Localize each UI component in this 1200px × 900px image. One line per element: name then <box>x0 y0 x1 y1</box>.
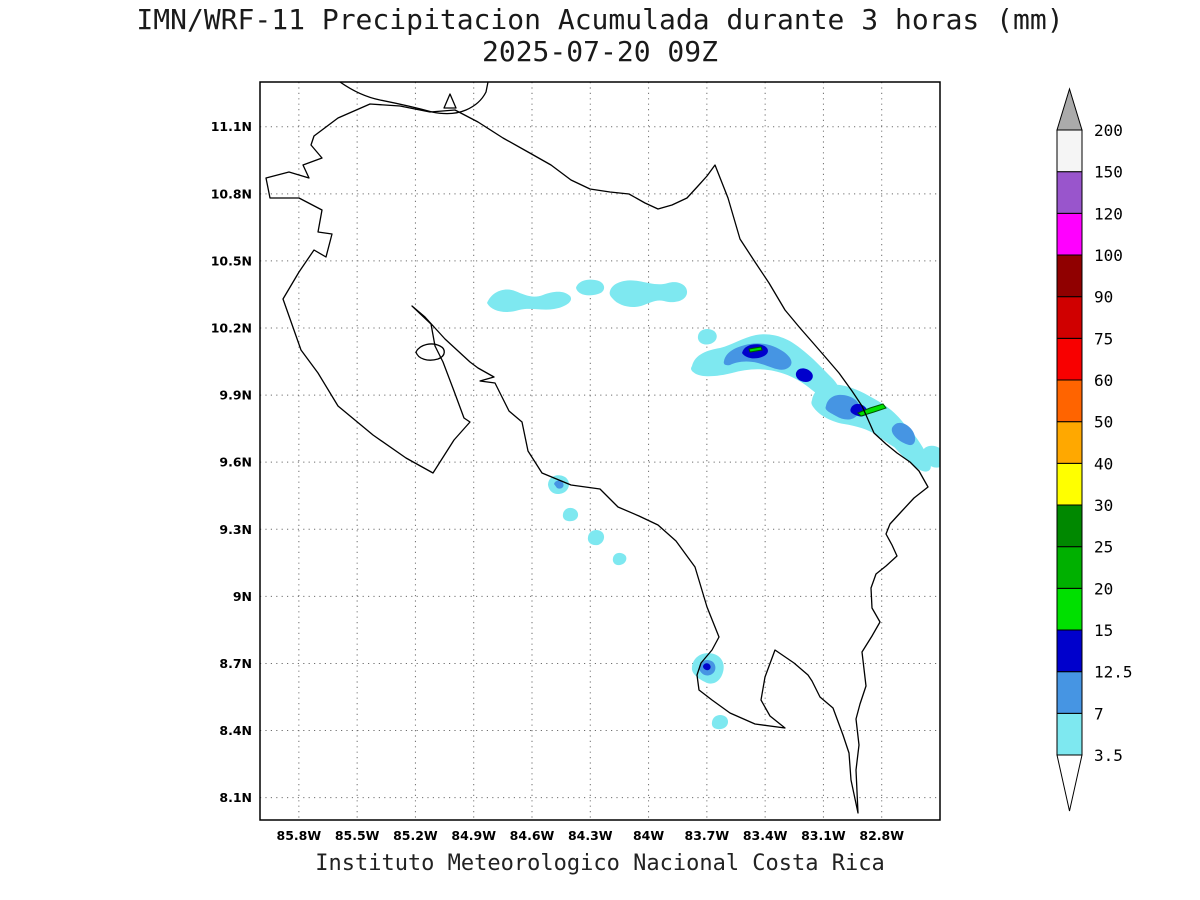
chart-title: IMN/WRF-11 Precipitacion Acumulada duran… <box>136 3 1064 36</box>
precip-cell <box>922 445 940 468</box>
colorbar-segment <box>1056 587 1083 631</box>
coastline-layer <box>265 82 929 814</box>
precip-cell <box>691 334 841 403</box>
precip-cell <box>609 280 688 308</box>
colorbar-label: 30 <box>1094 496 1113 515</box>
y-tick-label: 11.1N <box>211 119 252 134</box>
costa-rica-coastline <box>265 103 929 814</box>
colorbar-under-arrow <box>1056 754 1083 812</box>
colorbar-segment <box>1056 379 1083 423</box>
plot-frame <box>259 81 941 821</box>
lake-island <box>443 93 457 109</box>
colorbar-label: 75 <box>1094 329 1113 348</box>
colorbar-segment <box>1056 712 1083 756</box>
x-tick-label: 85.2W <box>393 828 438 843</box>
footer-caption: Instituto Meteorologico Nacional Costa R… <box>315 851 885 876</box>
colorbar-segment <box>1056 296 1083 339</box>
precip-cell <box>703 663 711 671</box>
precip-cell <box>554 480 564 489</box>
precip-cell <box>612 552 627 566</box>
x-tick-label: 83.7W <box>685 828 730 843</box>
lake-nicaragua-shore <box>339 82 489 115</box>
chart-valid-time: 2025-07-20 09Z <box>481 35 718 68</box>
x-tick-label: 84.3W <box>568 828 613 843</box>
x-tick-label: 83.4W <box>743 828 788 843</box>
y-tick-label: 10.8N <box>211 186 252 201</box>
y-tick-label: 8.1N <box>219 790 252 805</box>
precip-cell <box>487 289 572 312</box>
x-tick-label: 84.6W <box>510 828 555 843</box>
precip-cell <box>697 328 717 345</box>
colorbar-label: 40 <box>1094 454 1113 473</box>
x-tick-label: 82.8W <box>859 828 904 843</box>
y-tick-label: 10.2N <box>211 321 252 336</box>
colorbar-segment <box>1056 212 1083 256</box>
colorbar-segment <box>1056 671 1083 714</box>
colorbar-over-arrow <box>1056 87 1083 131</box>
colorbar-label: 200 <box>1094 121 1123 140</box>
x-tick-label: 83.1W <box>801 828 846 843</box>
colorbar-segment <box>1056 629 1083 673</box>
colorbar-label: 60 <box>1094 371 1113 390</box>
grid-layer <box>260 82 940 820</box>
colorbar-label: 90 <box>1094 288 1113 307</box>
precip-cell <box>711 714 729 730</box>
colorbar-segment <box>1056 546 1083 589</box>
colorbar-segment <box>1056 504 1083 548</box>
colorbar-label: 12.5 <box>1094 663 1133 682</box>
colorbar-label: 100 <box>1094 246 1123 265</box>
y-tick-label: 9N <box>233 589 252 604</box>
x-tick-label: 84.9W <box>451 828 496 843</box>
colorbar-segment <box>1056 129 1083 173</box>
precip-cell <box>587 529 605 546</box>
colorbar-segment <box>1056 171 1083 214</box>
precip-cell <box>748 346 763 353</box>
y-tick-label: 9.9N <box>219 388 252 403</box>
colorbar: 3.5 7 12.5 15 20 25 30 40 50 60 75 90 100 120 150 200 <box>1056 87 1133 812</box>
isla-chira <box>415 343 445 361</box>
colorbar-label: 7 <box>1094 704 1104 723</box>
precip-cell <box>891 422 916 446</box>
colorbar-label: 15 <box>1094 621 1113 640</box>
x-tick-label: 85.5W <box>335 828 380 843</box>
axis-labels: 85.8W 85.5W 85.2W 84.9W 84.6W 84.3W 84W 83.7W 83… <box>211 119 905 843</box>
x-tick-label: 85.8W <box>277 828 322 843</box>
precip-cell <box>576 279 605 296</box>
colorbar-segment <box>1056 337 1083 381</box>
precip-layer <box>487 279 940 730</box>
colorbar-segment <box>1056 254 1083 298</box>
precip-cell <box>825 394 860 420</box>
precip-cell <box>562 507 579 522</box>
colorbar-label: 120 <box>1094 204 1123 223</box>
y-tick-label: 9.6N <box>219 455 252 470</box>
y-tick-label: 8.7N <box>219 656 252 671</box>
colorbar-label: 20 <box>1094 579 1113 598</box>
y-tick-label: 8.4N <box>219 723 252 738</box>
colorbar-segment <box>1056 462 1083 506</box>
colorbar-label: 25 <box>1094 538 1113 557</box>
x-tick-label: 84W <box>633 828 664 843</box>
colorbar-label: 3.5 <box>1094 746 1123 765</box>
colorbar-label: 50 <box>1094 413 1113 432</box>
y-tick-label: 10.5N <box>211 253 252 268</box>
precip-cell <box>795 368 813 382</box>
colorbar-segment <box>1056 421 1083 464</box>
y-tick-label: 9.3N <box>219 522 252 537</box>
colorbar-label: 150 <box>1094 163 1123 182</box>
